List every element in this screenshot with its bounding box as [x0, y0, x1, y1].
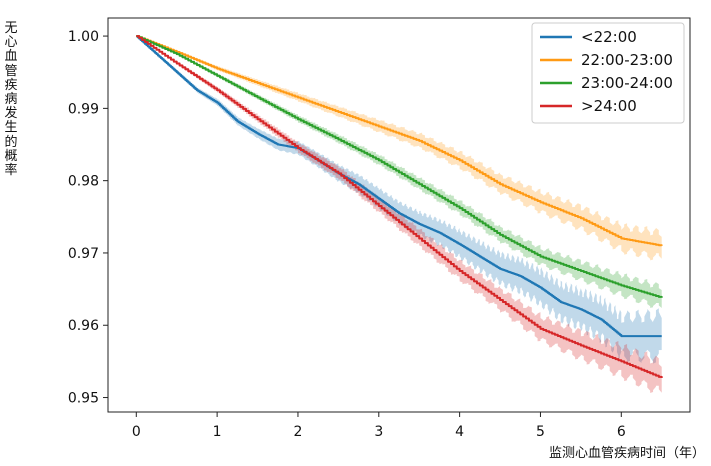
line-23-00-24-00	[136, 35, 663, 298]
y-tick-label: 0.97	[68, 246, 99, 262]
y-tick-label: 0.99	[68, 101, 99, 117]
y-axis-label: 无心血管疾病发生的概率	[4, 21, 18, 179]
y-tick-label: 0.98	[68, 174, 99, 190]
x-tick-label: 5	[536, 424, 545, 440]
line-22-00	[136, 35, 662, 338]
line-22-00-23-00	[136, 35, 663, 247]
x-tick-label: 1	[213, 424, 222, 440]
legend-label-22-00: <22:00	[581, 28, 637, 46]
y-tick-label: 0.96	[68, 318, 99, 334]
legend: <22:00 22:00-23:00 23:00-24:00 >24:00	[531, 22, 685, 124]
x-axis-ticks: 0 1 2 3 4 5 6	[132, 412, 626, 440]
series-lines	[136, 35, 663, 379]
legend-box	[531, 22, 685, 124]
legend-label-24-00: >24:00	[581, 97, 637, 115]
legend-label-23-00-24-00: 23:00-24:00	[581, 74, 673, 92]
legend-label-22-00-23-00: 22:00-23:00	[581, 51, 673, 69]
band-23-00-24-00	[136, 36, 662, 311]
x-tick-label: 2	[293, 424, 302, 440]
y-tick-label: 1.00	[68, 29, 99, 45]
x-axis-label: 监测心血管疾病时间（年）	[548, 446, 705, 461]
x-tick-label: 4	[455, 424, 464, 440]
line-24-00	[136, 35, 663, 379]
x-tick-label: 6	[617, 424, 626, 440]
y-axis-ticks: 0.95 0.96 0.97 0.98 0.99 1.00	[68, 29, 108, 407]
x-tick-label: 3	[374, 424, 383, 440]
x-tick-label: 0	[132, 424, 141, 440]
band-22-00-23-00	[136, 36, 662, 262]
plot-frame	[107, 17, 691, 413]
y-tick-label: 0.95	[68, 391, 99, 407]
